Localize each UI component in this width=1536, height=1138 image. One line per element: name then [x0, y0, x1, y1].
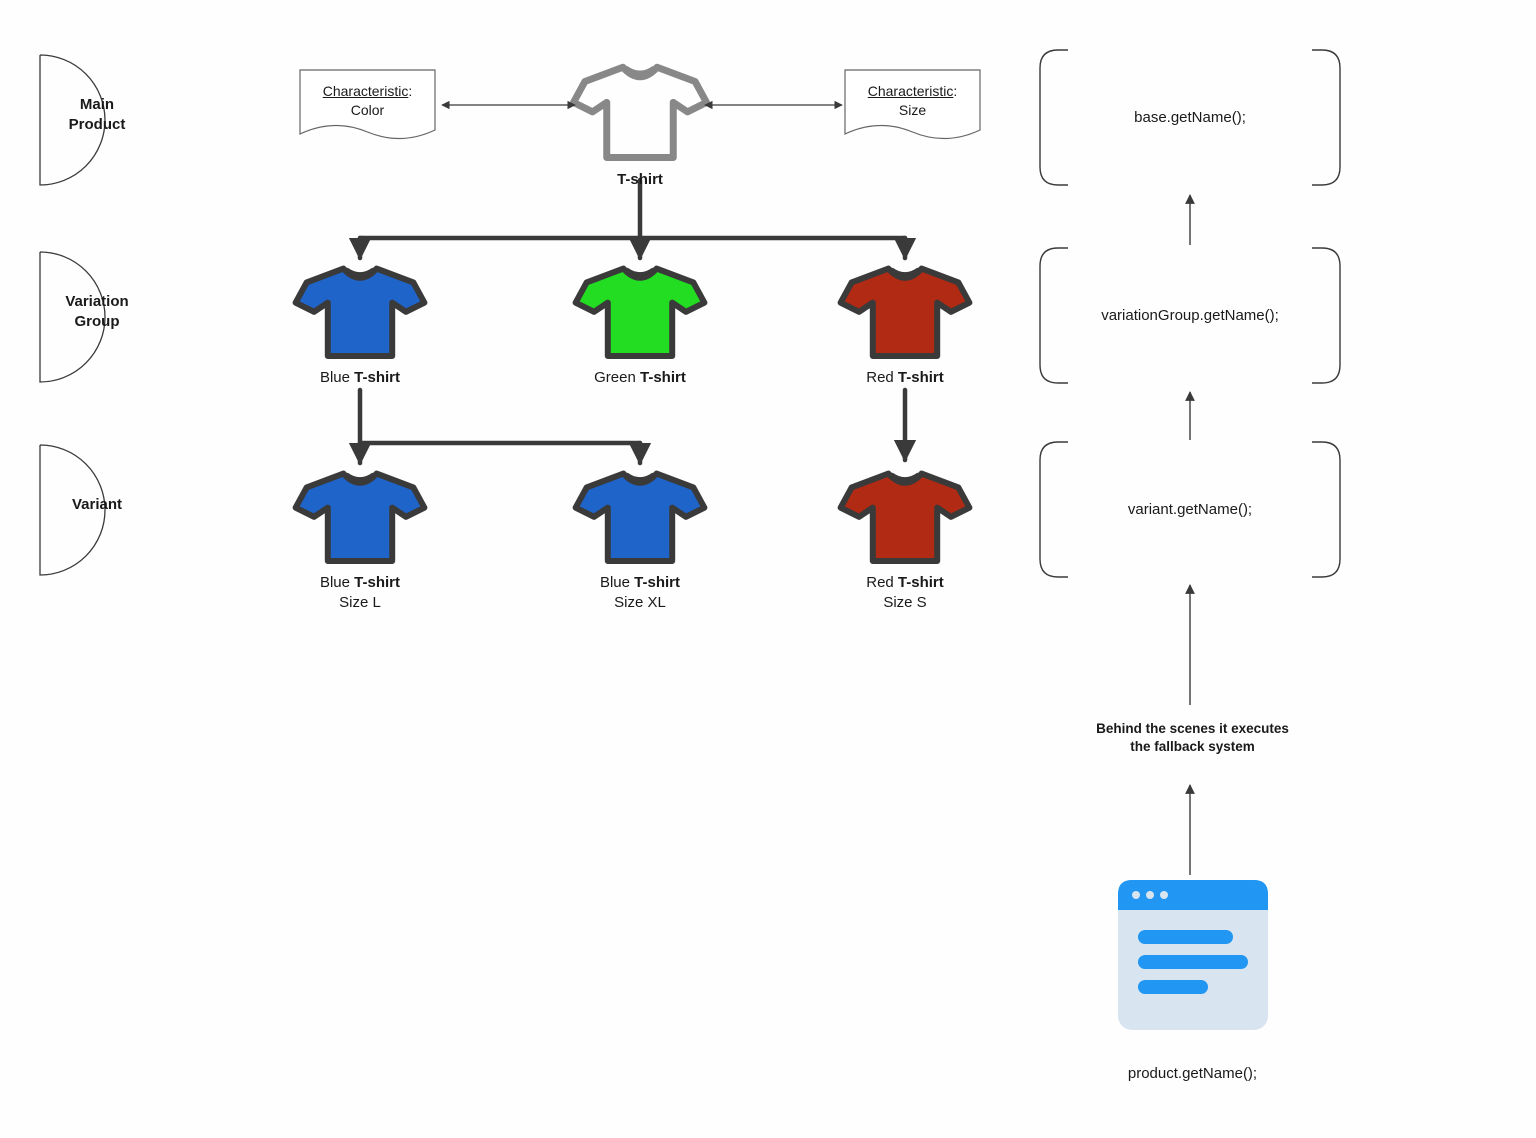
code-box-2: variant.getName();	[1040, 501, 1340, 518]
characteristic-color-box: Characteristic: Color	[300, 82, 435, 120]
code-box-0: base.getName();	[1040, 109, 1340, 126]
row-label-main-product: MainProduct	[42, 95, 152, 134]
characteristic-size-box: Characteristic: Size	[845, 82, 980, 120]
variant-shirt-label-2: Red T-shirtSize S	[815, 573, 995, 614]
variation-shirt-label-0: Blue T-shirt	[270, 368, 450, 388]
variation-shirt-label-2: Red T-shirt	[815, 368, 995, 388]
diagram-canvas	[0, 0, 1536, 1138]
variant-shirt-label-0: Blue T-shirtSize L	[270, 573, 450, 614]
row-label-variant: Variant	[42, 495, 152, 515]
window-icon	[1118, 880, 1268, 1030]
product-call-label: product.getName();	[1050, 1065, 1335, 1082]
row-label-variation-group: VariationGroup	[42, 292, 152, 331]
variation-shirt-label-1: Green T-shirt	[550, 368, 730, 388]
code-box-1: variationGroup.getName();	[1040, 307, 1340, 324]
main-shirt-label: T-shirt	[570, 170, 710, 190]
fallback-note: Behind the scenes it executesthe fallbac…	[1050, 720, 1335, 755]
variant-shirt-label-1: Blue T-shirtSize XL	[550, 573, 730, 614]
